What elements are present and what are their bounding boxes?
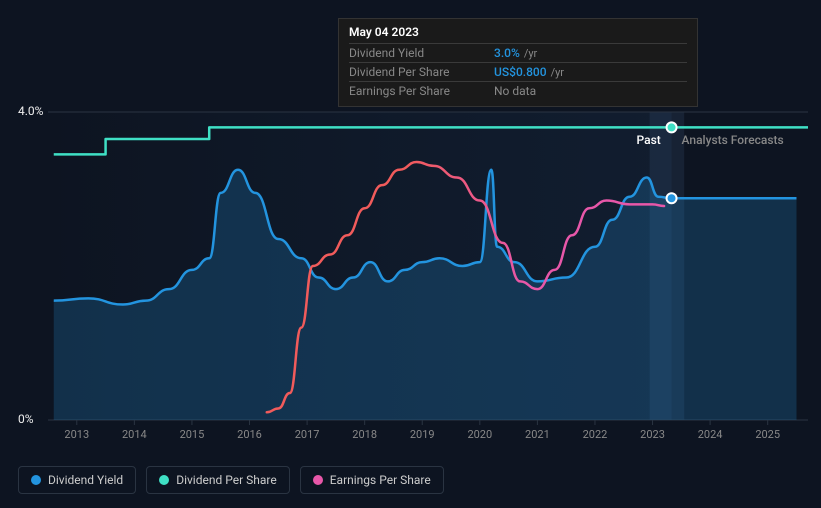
x-tick-label: 2015 (180, 428, 205, 441)
x-tick-label: 2022 (583, 428, 608, 441)
x-tick-label: 2021 (525, 428, 550, 441)
x-tick-label: 2018 (352, 428, 377, 441)
x-tick-label: 2023 (640, 428, 665, 441)
legend-dividend-per-share[interactable]: Dividend Per Share (146, 466, 290, 494)
x-tick-label: 2014 (122, 428, 147, 441)
tooltip-row-label: Earnings Per Share (349, 84, 494, 98)
tooltip-row: Dividend Per ShareUS$0.800/yr (349, 62, 687, 81)
tooltip-row-value: US$0.800 (494, 65, 547, 79)
dividend-per-share-marker (667, 122, 677, 132)
x-tick-label: 2025 (755, 428, 780, 441)
legend: Dividend Yield Dividend Per Share Earnings… (18, 466, 444, 494)
tooltip-row: Dividend Yield3.0% /yr (349, 43, 687, 62)
x-tick-label: 2019 (410, 428, 435, 441)
legend-dot-icon (31, 475, 41, 485)
tooltip-row-unit: /yr (551, 66, 564, 79)
legend-dividend-yield[interactable]: Dividend Yield (18, 466, 136, 494)
legend-earnings-per-share[interactable]: Earnings Per Share (300, 466, 444, 494)
legend-label: Earnings Per Share (330, 473, 431, 487)
tooltip: May 04 2023 Dividend Yield3.0%/yrDividen… (338, 18, 698, 107)
legend-dot-icon (313, 475, 323, 485)
tooltip-row-value: 3.0% (494, 46, 520, 60)
x-tick-label: 2013 (64, 428, 89, 441)
tooltip-row-label: Dividend Yield (349, 46, 494, 60)
legend-label: Dividend Yield (48, 473, 123, 487)
tooltip-row-value: No data (494, 84, 536, 98)
legend-label: Dividend Per Share (176, 473, 277, 487)
legend-dot-icon (159, 475, 169, 485)
x-tick-label: 2016 (237, 428, 262, 441)
past-label: Past (637, 133, 661, 147)
tooltip-date: May 04 2023 (349, 25, 687, 39)
x-tick-label: 2020 (467, 428, 492, 441)
chart-container: May 04 2023 Dividend Yield3.0%/yrDividen… (0, 0, 821, 508)
tooltip-row: Earnings Per ShareNo data (349, 81, 687, 100)
y-tick-label: 0% (18, 412, 34, 426)
x-tick-label: 2017 (295, 428, 320, 441)
tooltip-row-unit: /yr (524, 47, 537, 60)
y-tick-label: 4.0% (18, 104, 43, 118)
x-tick-label: 2024 (698, 428, 723, 441)
dividend-yield-marker (667, 193, 677, 203)
tooltip-row-label: Dividend Per Share (349, 65, 494, 79)
forecast-label: Analysts Forecasts (682, 133, 784, 147)
